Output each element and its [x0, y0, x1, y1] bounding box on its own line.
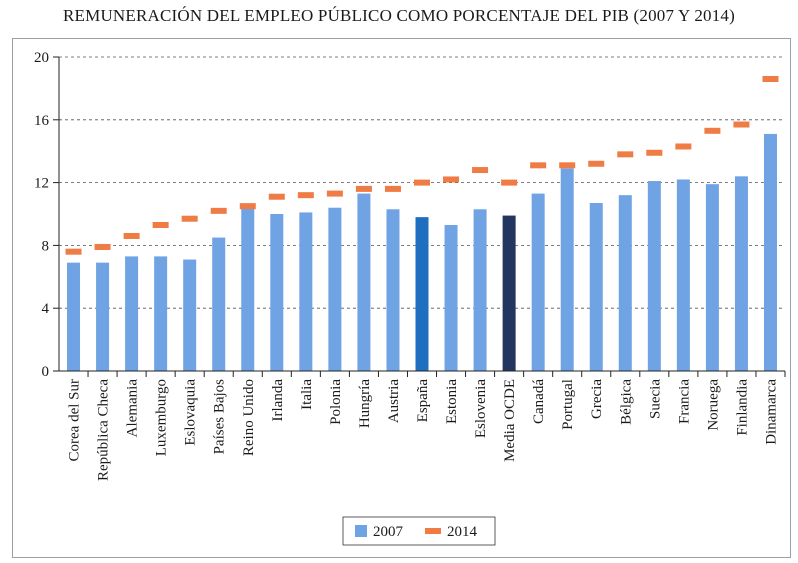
- marker-2014-22: [704, 127, 721, 134]
- marker-2014-13: [443, 176, 460, 183]
- marker-2014-6: [239, 203, 256, 210]
- y-tick-label-16: 16: [34, 113, 50, 129]
- marker-2014-10: [355, 185, 372, 192]
- bar-2007-8: [299, 212, 313, 371]
- marker-2014-9: [326, 190, 343, 197]
- x-tick-label-19: Bélgica: [618, 379, 634, 425]
- bar-2007-5: [212, 237, 226, 371]
- marker-2014-2: [123, 232, 140, 239]
- y-axis: 0 4 8 12 16 20: [34, 50, 60, 380]
- bars-2007: [67, 133, 777, 371]
- marker-2014-7: [268, 193, 285, 200]
- x-tick-label-18: Grecia: [589, 379, 605, 419]
- chart-title: REMUNERACIÓN DEL EMPLEO PÚBLICO COMO POR…: [63, 6, 735, 25]
- bar-2007-18: [589, 203, 603, 371]
- x-tick-label-10: Hungría: [357, 379, 373, 428]
- x-tick-label-20: Suecia: [647, 379, 663, 419]
- x-tick-label-1: República Checa: [96, 379, 112, 481]
- y-tick-label-20: 20: [34, 50, 49, 66]
- bar-2007-23: [734, 176, 748, 371]
- marker-2014-18: [588, 160, 605, 167]
- bar-2007-3: [154, 256, 168, 371]
- x-tick-label-13: Estonia: [444, 379, 460, 424]
- marker-2014-17: [559, 162, 576, 169]
- bar-2007-20: [647, 181, 661, 371]
- bar-2007-2: [125, 256, 139, 371]
- x-tick-label-9: Polonia: [328, 379, 344, 425]
- x-tick-label-14: Eslovenia: [473, 379, 489, 438]
- x-tick-label-24: Dinamarca: [763, 379, 779, 445]
- y-tick-label-0: 0: [42, 364, 50, 380]
- x-tick-label-8: Italia: [299, 379, 315, 410]
- marker-2014-15: [501, 179, 518, 186]
- marker-2014-4: [181, 215, 198, 222]
- bar-2007-9: [328, 207, 342, 371]
- bar-2007-19: [618, 195, 632, 371]
- legend: 2007 2014: [342, 516, 496, 546]
- marker-2014-1: [94, 243, 111, 250]
- bar-2007-13: [444, 224, 458, 371]
- bar-2007-0: [67, 262, 81, 371]
- marker-2014-19: [617, 151, 634, 158]
- x-tick-label-7: Irlanda: [270, 379, 286, 422]
- bar-2007-7: [270, 214, 284, 371]
- bar-2007-14: [473, 209, 487, 371]
- x-tick-label-5: Países Bajos: [212, 379, 228, 455]
- marker-2014-8: [297, 192, 314, 199]
- x-tick-label-15: Media OCDE: [502, 379, 518, 462]
- x-tick-label-23: Finlandia: [734, 379, 750, 436]
- marker-2014-3: [152, 221, 169, 228]
- bar-2007-24: [763, 133, 777, 371]
- bar-2007-1: [96, 262, 110, 371]
- marker-2014-16: [530, 162, 547, 169]
- bar-2007-16: [531, 193, 545, 371]
- x-tick-label-16: Canadá: [531, 379, 547, 424]
- marker-2014-20: [646, 149, 663, 156]
- legend-box: [342, 516, 496, 546]
- bar-2007-11: [386, 209, 400, 371]
- legend-label-2007: 2007: [373, 524, 404, 540]
- bar-2007-4: [183, 259, 197, 371]
- x-tick-label-21: Francia: [676, 379, 692, 424]
- legend-swatch-2007: [355, 525, 367, 537]
- legend-label-2014: 2014: [447, 524, 478, 540]
- x-tick-label-3: Luxemburgo: [154, 379, 170, 456]
- chart-frame: 0 4 8 12 16 20 Corea del Sur República Checa Al…: [12, 38, 791, 558]
- marker-2014-21: [675, 143, 692, 150]
- x-tick-label-17: Portugal: [560, 379, 576, 430]
- bar-2007-17: [560, 168, 574, 371]
- marker-2014-11: [384, 185, 401, 192]
- markers-2014: [65, 75, 779, 255]
- legend-swatch-2014: [425, 528, 441, 534]
- marker-2014-14: [472, 167, 489, 174]
- x-tick-label-6: Reino Unido: [241, 379, 257, 456]
- bar-chart: 0 4 8 12 16 20 Corea del Sur República Checa Al…: [34, 50, 786, 546]
- x-tick-label-11: Austria: [386, 379, 402, 424]
- bar-2007-12: [415, 217, 429, 371]
- marker-2014-5: [210, 207, 227, 214]
- marker-2014-23: [733, 121, 750, 128]
- bar-2007-21: [676, 179, 690, 371]
- y-tick-label-12: 12: [34, 176, 49, 192]
- x-tick-label-4: Eslovaquia: [183, 379, 199, 446]
- marker-2014-24: [762, 75, 779, 82]
- bar-2007-10: [357, 193, 371, 371]
- x-tick-label-0: Corea del Sur: [67, 379, 83, 461]
- x-tick-label-22: Noruega: [705, 379, 721, 431]
- y-tick-label-8: 8: [42, 238, 50, 254]
- bar-2007-15: [502, 215, 516, 371]
- x-axis: Corea del Sur República Checa Alemania Luxe…: [59, 370, 786, 481]
- marker-2014-12: [414, 179, 430, 186]
- bar-2007-22: [705, 184, 719, 371]
- x-tick-label-2: Alemania: [125, 379, 141, 438]
- y-tick-label-4: 4: [42, 301, 50, 317]
- x-tick-label-12: España: [415, 379, 431, 423]
- marker-2014-0: [65, 248, 82, 255]
- bar-2007-6: [241, 207, 255, 371]
